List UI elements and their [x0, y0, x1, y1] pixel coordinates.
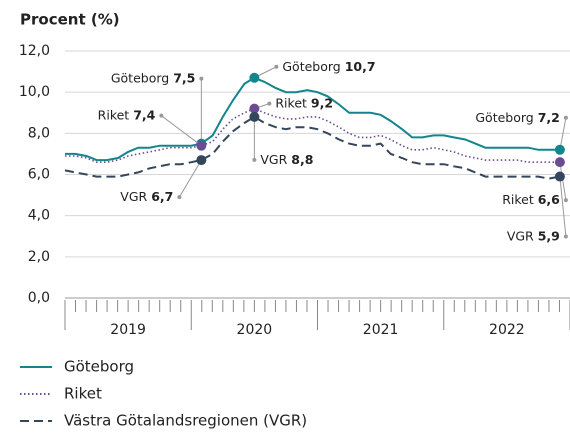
y-axis-title: Procent (%) — [20, 11, 120, 29]
annotation-point — [196, 140, 207, 151]
annotation-value: 6,6 — [538, 192, 560, 207]
legend-label: Göteborg — [64, 358, 134, 376]
annotation-leader — [559, 162, 567, 201]
y-tick-label: 12,0 — [19, 43, 50, 59]
annotation-text: Riket — [502, 192, 534, 207]
series-line — [64, 115, 561, 180]
y-tick-label: 6,0 — [28, 167, 50, 183]
annotation-label: Riket 6,6 — [502, 192, 560, 207]
annotation-point — [196, 155, 207, 166]
y-tick-label: 4,0 — [28, 208, 50, 224]
annotation-label: VGR 5,9 — [507, 228, 560, 243]
x-tick-label: 2020 — [237, 322, 273, 338]
annotation-label: Göteborg 10,7 — [282, 58, 375, 73]
legend-label: Riket — [64, 385, 102, 403]
legend-label: Västra Götalandsregionen (VGR) — [64, 412, 307, 430]
annotation-label: Riket 9,2 — [275, 95, 333, 110]
annotation-value: 10,7 — [345, 58, 376, 73]
annotation-text: VGR — [260, 151, 287, 166]
leader-dot — [274, 64, 279, 69]
annotation-leader — [559, 117, 567, 150]
leader-dot — [199, 76, 204, 81]
annotation-value: 8,8 — [291, 151, 313, 166]
annotation-point — [554, 157, 565, 168]
annotation-text: Göteborg — [475, 109, 533, 124]
annotation-text: Riket — [275, 95, 307, 110]
annotation-leader — [559, 176, 567, 237]
y-tick-label: 10,0 — [19, 84, 50, 100]
annotation-text: Göteborg — [111, 70, 169, 85]
leader-dot — [177, 195, 182, 200]
annotation-text: Riket — [98, 107, 130, 122]
annotation-value: 5,9 — [538, 228, 560, 243]
x-tick-label: 2021 — [363, 322, 399, 338]
leader-dot — [252, 157, 257, 162]
annotation-value: 9,2 — [311, 95, 333, 110]
annotation-leader — [161, 115, 202, 147]
leader-dot — [563, 234, 568, 239]
leader-dot — [159, 113, 164, 118]
x-tick-label: 2019 — [110, 322, 146, 338]
annotation-label: VGR 8,8 — [260, 151, 313, 166]
y-tick-label: 8,0 — [28, 125, 50, 141]
annotation-value: 7,4 — [133, 107, 155, 122]
annotation-label: Göteborg 7,2 — [475, 109, 560, 124]
y-tick-label: 2,0 — [28, 249, 50, 265]
annotation-value: 6,7 — [151, 189, 173, 204]
x-tick-label: 2022 — [489, 322, 525, 338]
series-line — [65, 107, 560, 163]
annotation-value: 7,5 — [173, 70, 195, 85]
annotation-label: Göteborg 7,5 — [111, 70, 196, 85]
annotation-label: Riket 7,4 — [98, 107, 156, 122]
annotation-value: 7,2 — [538, 109, 560, 124]
annotation-point — [249, 103, 260, 114]
y-tick-label: 0,0 — [28, 290, 50, 306]
series-line — [65, 76, 560, 162]
annotation-point — [249, 111, 260, 122]
annotation-point — [249, 72, 260, 83]
annotation-point — [554, 144, 565, 155]
leader-dot — [267, 101, 272, 106]
leader-dot — [563, 198, 568, 203]
leader-dot — [563, 115, 568, 120]
annotation-text: VGR — [507, 228, 534, 243]
annotation-text: Göteborg — [282, 58, 340, 73]
annotation-label: VGR 6,7 — [120, 189, 173, 204]
annotation-text: VGR — [120, 189, 147, 204]
annotation-point — [554, 171, 565, 182]
annotation-leader — [178, 159, 202, 198]
